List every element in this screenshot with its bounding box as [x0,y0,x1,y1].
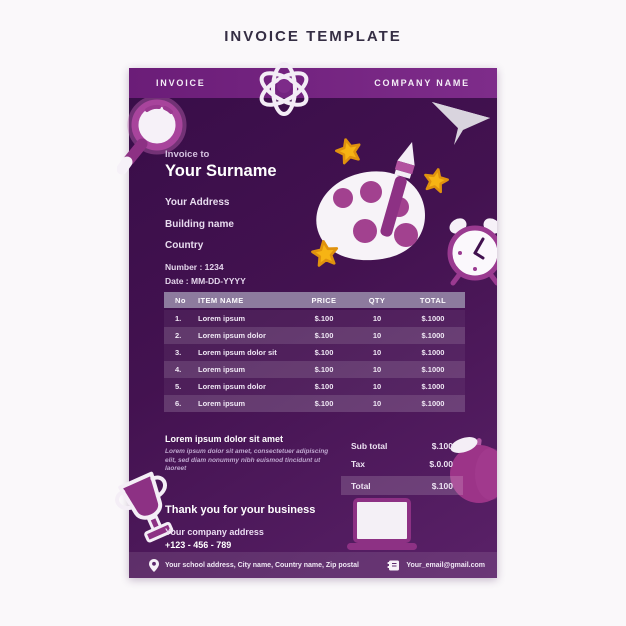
customer-name: Your Surname [165,162,277,180]
star-icon [311,239,339,267]
invoice-meta: Number : 1234 Date : MM-DD-YYYY [165,260,246,288]
tax-row: Tax $.0.00 [351,459,453,469]
company-name: COMPANY NAME [374,78,470,88]
table-row: 1. Lorem ipsum $.100 10 $.1000 [164,310,465,327]
table-row: 6. Lorem ipsum $.100 10 $.1000 [164,395,465,412]
notes-title: Lorem ipsum dolor sit amet [165,434,284,444]
table-row: 5. Lorem ipsum dolor $.100 10 $.1000 [164,378,465,395]
address-line: Country [165,240,204,251]
address-line: Building name [165,218,234,230]
total-row: Total $.100 [341,476,463,495]
items-table: No ITEM NAME PRICE QTY TOTAL 1. Lorem ip… [164,292,465,412]
table-row: 2. Lorem ipsum dolor $.100 10 $.1000 [164,327,465,344]
atom-icon [259,62,309,116]
footer-address: Your school address, City name, Country … [165,561,359,569]
apple-clip [443,430,497,504]
table-header-row: No ITEM NAME PRICE QTY TOTAL [164,292,465,308]
star-icon [424,167,449,194]
thank-you-text: Thank you for your business [165,504,316,516]
page-title: INVOICE TEMPLATE [224,28,402,45]
alarm-clock-icon [447,218,497,286]
magnifier-icon [117,95,187,175]
invoice-label: INVOICE [156,78,206,88]
invoice-footer-bar: Your school address, City name, Country … [129,552,497,578]
invoice-to-label: Invoice to [165,149,210,160]
paper-plane-icon [432,102,490,145]
col-item-name: ITEM NAME [198,295,244,305]
paint-brush-icon [380,141,415,237]
location-pin-icon [149,558,159,572]
table-row: 3. Lorem ipsum dolor sit $.100 10 $.1000 [164,344,465,361]
notes-block: Lorem ipsum dolor sit amet Lorem ipsum d… [165,434,335,474]
invoice-document: INVOICE COMPANY NAME [115,62,497,578]
phone-number: +123 - 456 - 789 [165,540,232,550]
address-book-icon [387,560,400,570]
subtotal-row: Sub total $.100 [351,441,453,451]
address-line: Your Address [165,197,230,208]
footer-email: Your_email@gmail.com [406,561,485,569]
col-price: PRICE [311,295,337,305]
laptop-icon [347,498,417,550]
apple-icon [450,437,497,503]
notes-body: Lorem ipsum dolor sit amet, consectetuer… [165,448,329,472]
col-no: No [175,295,186,305]
star-icon [335,138,361,165]
company-address: Your company address [165,527,264,537]
customer-address: Your Address Building name Country [165,192,234,257]
footer-address-group: Your school address, City name, Country … [149,558,359,572]
alarm-clock-clip [443,213,497,287]
trophy-icon [115,471,174,543]
invoice-number: Number : 1234 [165,262,224,272]
totals-block: Sub total $.100 Tax $.0.00 Total $.100 [341,437,463,495]
footer-email-group: Your_email@gmail.com [387,560,485,571]
invoice-date: Date : MM-DD-YYYY [165,276,246,286]
table-row: 4. Lorem ipsum $.100 10 $.1000 [164,361,465,378]
col-qty: QTY [368,295,386,305]
invoice-header-bar: INVOICE COMPANY NAME [129,68,497,98]
col-total: TOTAL [419,295,447,305]
